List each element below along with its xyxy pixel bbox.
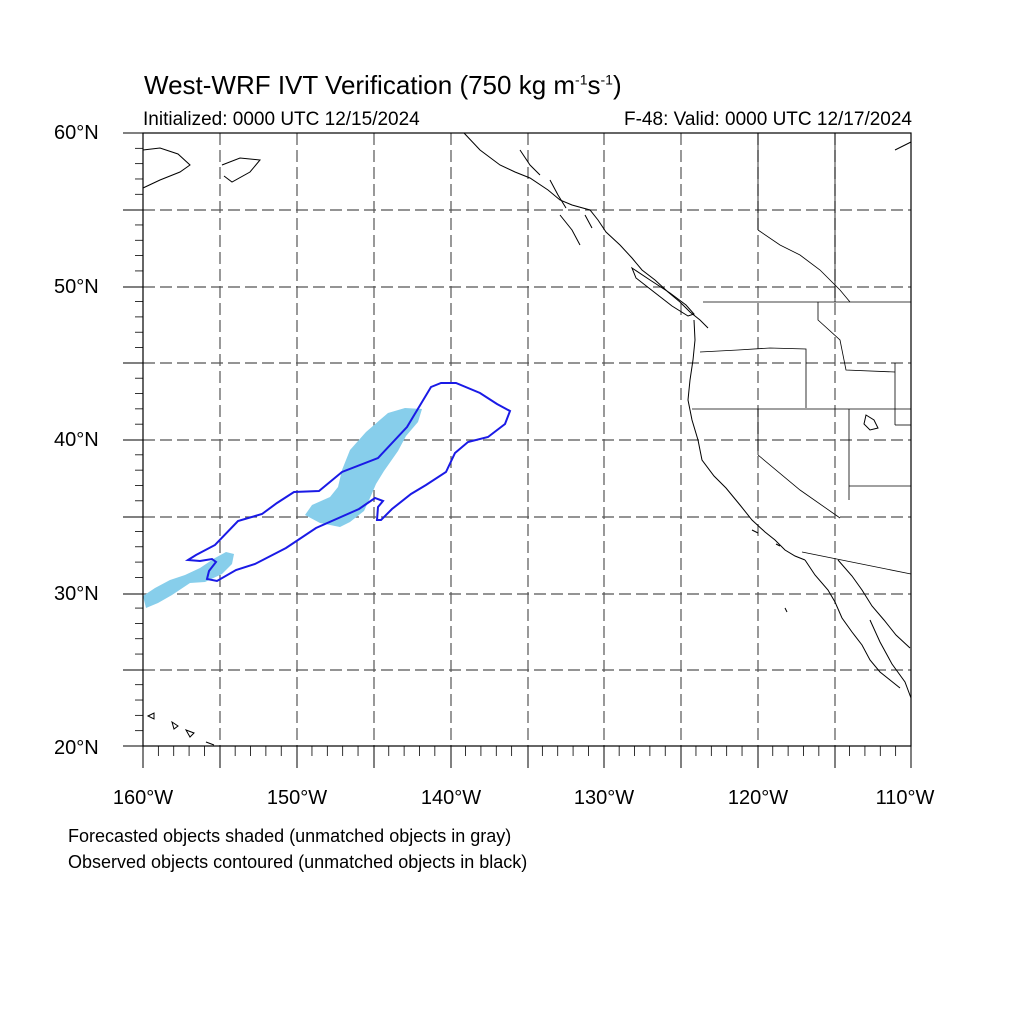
lat-label-20n: 20°N xyxy=(54,737,99,759)
political-borders xyxy=(692,133,912,575)
forecast-objects xyxy=(143,408,422,608)
us-west-coast xyxy=(687,319,806,561)
minor-ticks xyxy=(135,147,897,756)
alaska-islands xyxy=(519,149,593,246)
lat-label-30n: 30°N xyxy=(54,583,99,605)
lon-label-140w: 140°W xyxy=(420,787,482,809)
lat-label-50n: 50°N xyxy=(54,276,99,298)
mexico-coast xyxy=(869,619,912,699)
alaska-peninsula xyxy=(221,157,261,183)
hudson-bay-edge xyxy=(894,141,912,151)
initialized-time: Initialized: 0000 UTC 12/15/2024 xyxy=(143,109,420,130)
axis-ticks xyxy=(123,132,912,768)
forecast-object-west xyxy=(143,552,234,608)
graticule xyxy=(143,133,911,746)
forecast-object-main xyxy=(305,408,422,527)
great-salt-lake xyxy=(863,414,879,431)
lon-label-160w: 160°W xyxy=(112,787,174,809)
coastlines xyxy=(142,132,912,746)
lon-label-130w: 130°W xyxy=(573,787,635,809)
lon-label-110w: 110°W xyxy=(875,787,935,809)
alaska-coast xyxy=(463,132,709,329)
lat-label-40n: 40°N xyxy=(54,429,99,451)
lat-label-60n: 60°N xyxy=(54,122,99,144)
baja-california xyxy=(804,559,901,689)
hawaii-islands xyxy=(146,712,215,746)
map-title: West-WRF IVT Verification (750 kg m-1s-1… xyxy=(144,70,622,100)
footnote-observed: Observed objects contoured (unmatched ob… xyxy=(68,852,528,872)
observed-object-contour xyxy=(184,382,512,583)
lon-label-150w: 150°W xyxy=(266,787,328,809)
footnote-forecast: Forecasted objects shaded (unmatched obj… xyxy=(68,826,512,846)
channel-islands xyxy=(751,529,788,613)
west-alaska-coast xyxy=(142,147,191,189)
gulf-of-california xyxy=(837,559,911,649)
lon-label-120w: 120°W xyxy=(727,787,789,809)
valid-time: F-48: Valid: 0000 UTC 12/17/2024 xyxy=(624,109,912,130)
vancouver-island xyxy=(630,266,695,317)
